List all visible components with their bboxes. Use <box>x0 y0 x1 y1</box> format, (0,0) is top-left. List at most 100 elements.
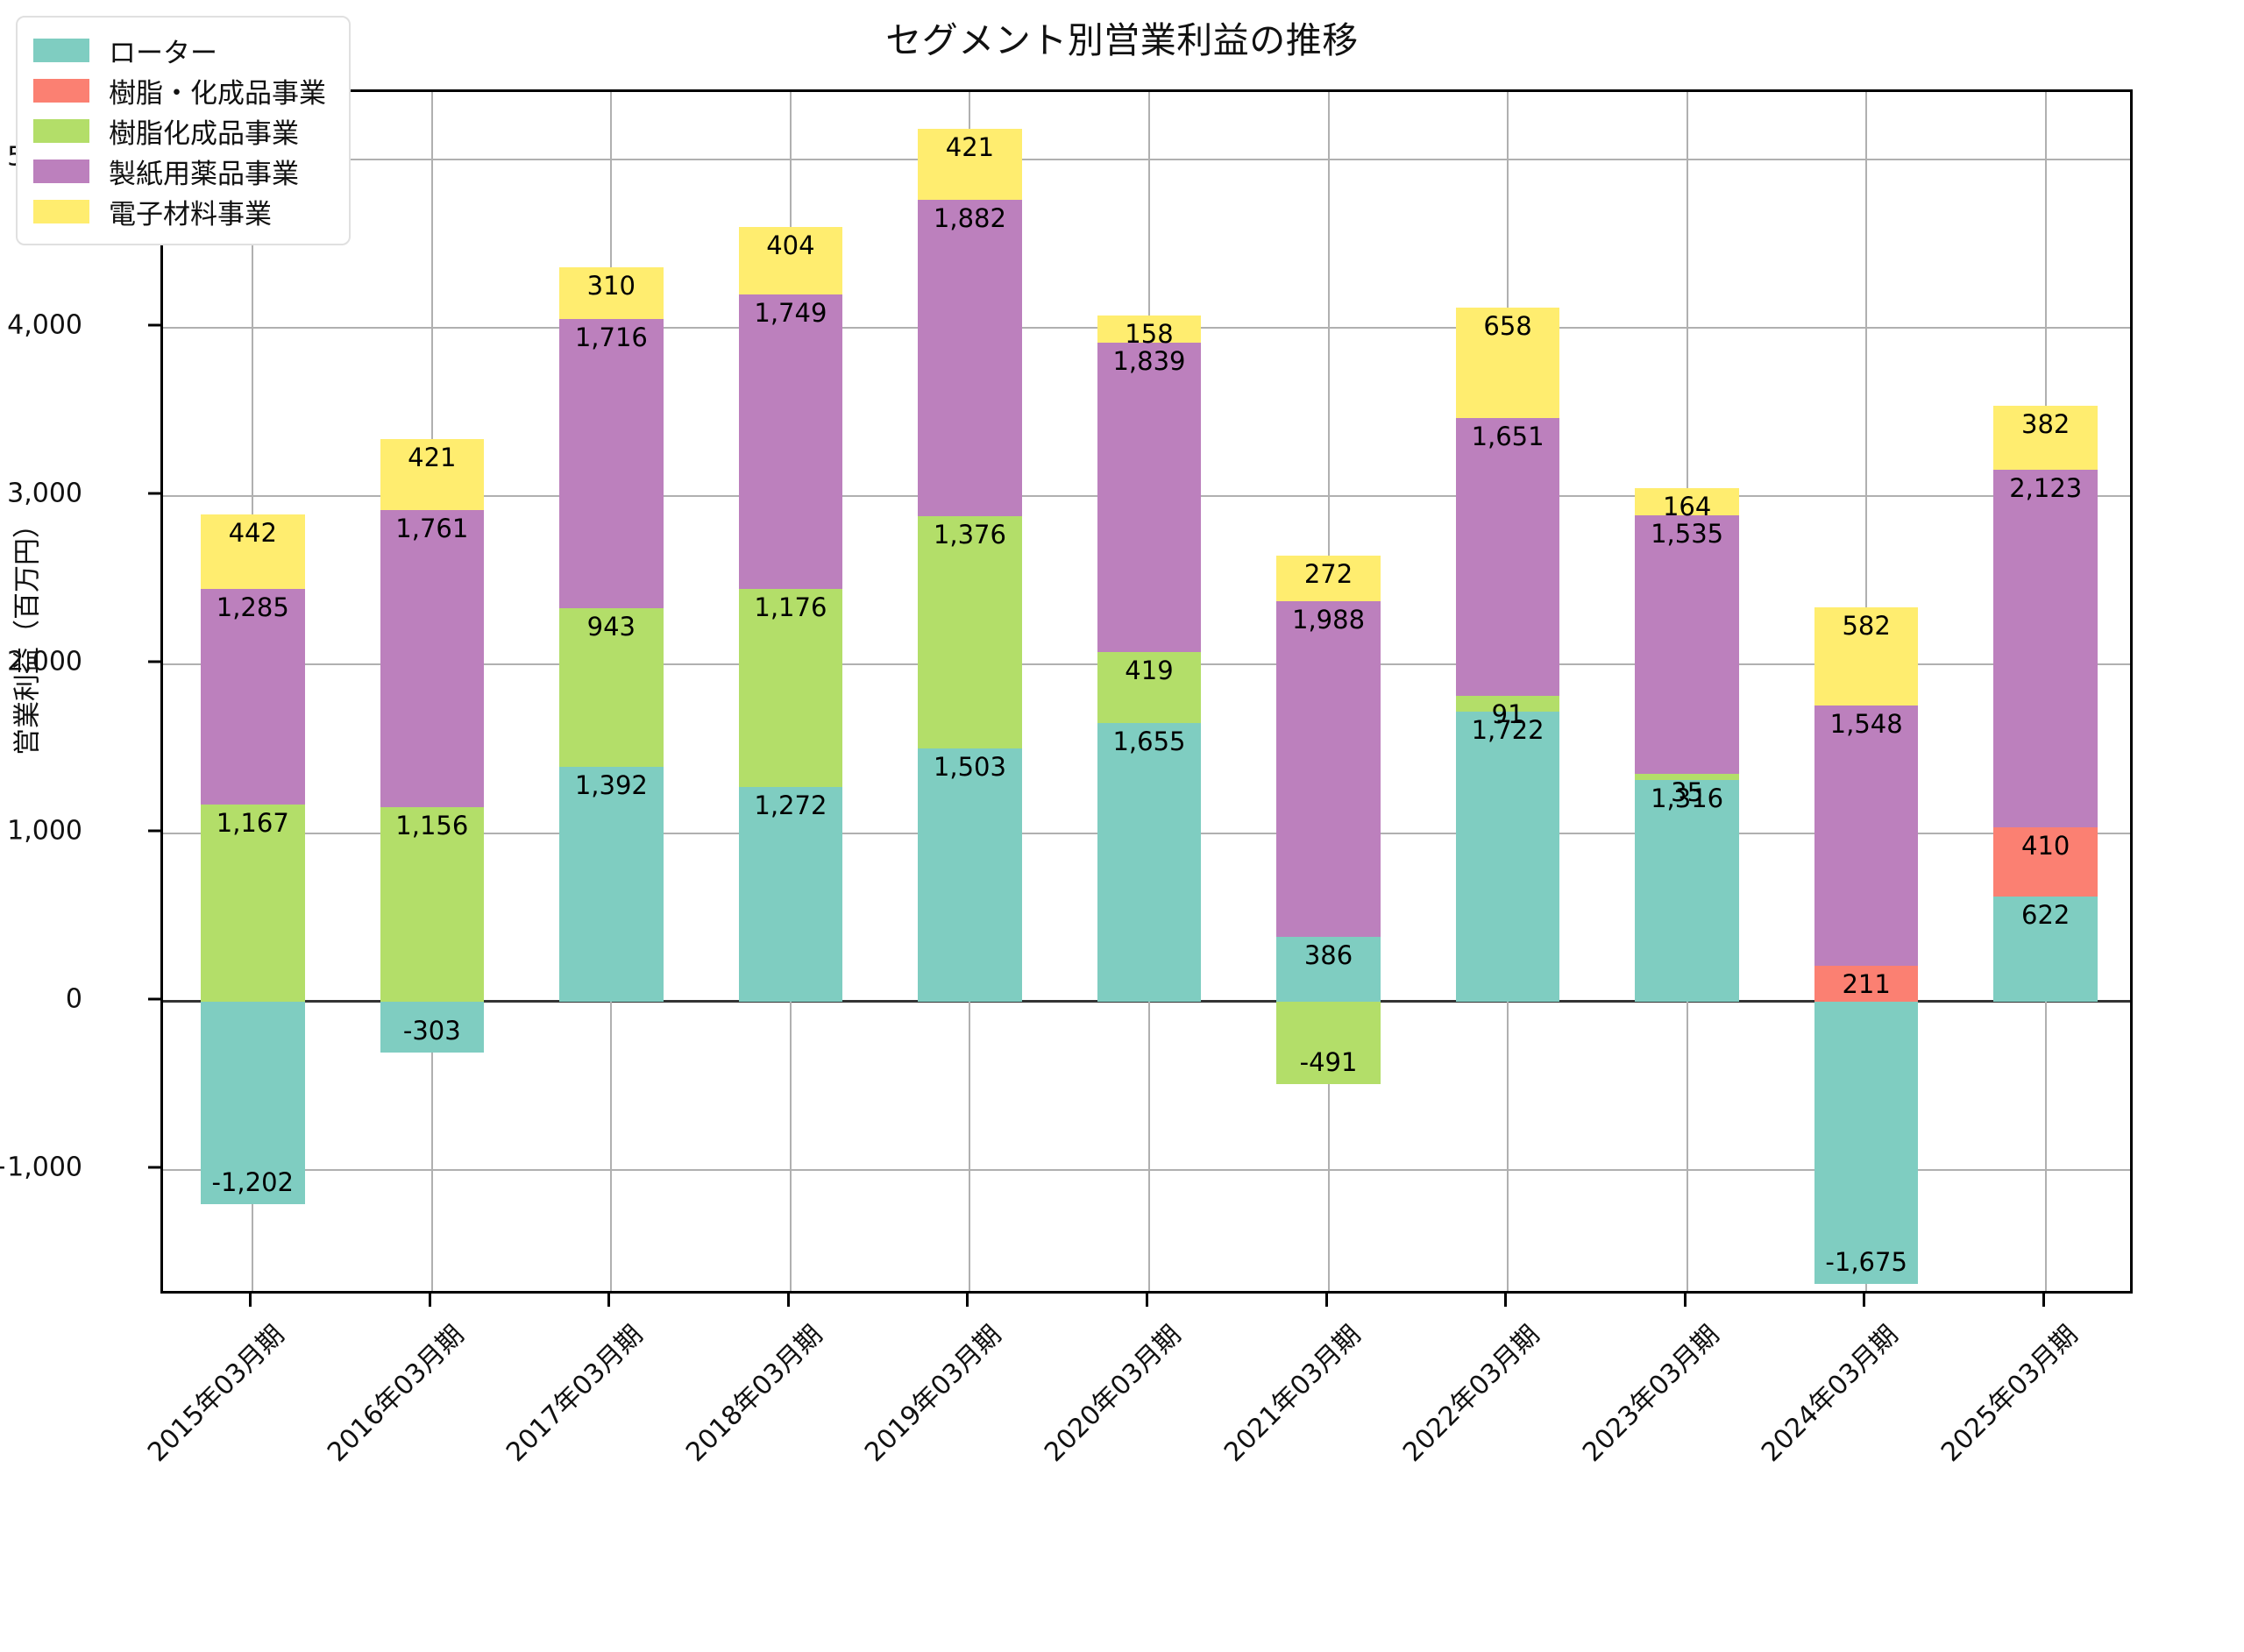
x-axis-tick-mark <box>786 1294 790 1307</box>
bar-segment[interactable] <box>200 514 305 589</box>
bar-segment[interactable] <box>559 319 664 608</box>
legend-item-label: 製紙用薬品事業 <box>109 158 299 190</box>
y-axis-tick-mark <box>148 492 160 495</box>
x-axis-tick-mark <box>1863 1294 1866 1307</box>
legend-swatch-icon <box>33 159 89 183</box>
x-axis-tick-label: 2020年03月期 <box>1039 1319 1188 1469</box>
x-axis-tick-mark <box>2042 1294 2045 1307</box>
legend-item-label: 樹脂・化成品事業 <box>109 77 326 110</box>
bar-segment[interactable] <box>1814 1001 1919 1284</box>
bar-segment[interactable] <box>559 266 664 320</box>
bar-segment[interactable] <box>1993 827 2098 897</box>
plot-inner: -1,202 1,167 1,285 442 -303 1,156 1,761 421 1,39… <box>163 92 2130 1291</box>
bar-segment[interactable] <box>380 1001 485 1053</box>
gridline-horizontal <box>163 158 2130 160</box>
bar-segment[interactable] <box>1993 406 2098 471</box>
bar-segment[interactable] <box>380 806 485 1002</box>
legend-item[interactable]: 樹脂化成品事業 <box>33 110 326 151</box>
page-title: セグメント別営業利益の推移 <box>885 19 1359 61</box>
bar-segment[interactable] <box>1635 515 1739 775</box>
bar-segment[interactable] <box>918 128 1022 200</box>
bar-segment[interactable] <box>738 787 843 1002</box>
y-axis-tick-mark <box>148 1166 160 1169</box>
bar-segment[interactable] <box>380 439 485 511</box>
legend-swatch-icon <box>33 78 89 103</box>
bar-segment[interactable] <box>1276 556 1381 602</box>
bar-segment[interactable] <box>918 516 1022 748</box>
bar-segment[interactable] <box>559 607 664 768</box>
bar-segment[interactable] <box>200 588 305 805</box>
y-axis-tick-mark <box>148 660 160 663</box>
x-axis-tick-label: 2015年03月期 <box>142 1319 291 1469</box>
y-axis-tick-label: 2,000 <box>7 646 82 677</box>
legend-item[interactable]: 樹脂・化成品事業 <box>33 70 326 110</box>
bar-segment[interactable] <box>1276 1001 1381 1085</box>
x-axis-tick-mark <box>966 1294 969 1307</box>
bar-segment[interactable] <box>1455 307 1560 419</box>
legend-item[interactable]: ローター <box>33 30 326 70</box>
y-axis-tick-mark <box>148 323 160 327</box>
bar-segment[interactable] <box>1097 342 1202 653</box>
bar-segment[interactable] <box>1097 722 1202 1002</box>
y-axis-title: 営業利益（百万円） <box>11 511 44 755</box>
x-axis-tick-label: 2019年03月期 <box>859 1319 1008 1469</box>
x-axis-tick-label: 2025年03月期 <box>1935 1319 2084 1469</box>
gridline-horizontal <box>163 1168 2130 1171</box>
bar-segment[interactable] <box>1635 487 1739 516</box>
legend-item[interactable]: 電子材料事業 <box>33 191 326 231</box>
x-axis-tick-label: 2017年03月期 <box>501 1319 650 1469</box>
legend-swatch-icon <box>33 118 89 143</box>
bar-segment[interactable] <box>1993 897 2098 1002</box>
bar-segment[interactable] <box>1635 779 1739 1002</box>
x-axis-tick-mark <box>1683 1294 1687 1307</box>
bar-segment[interactable] <box>200 1001 305 1204</box>
bar-segment[interactable] <box>918 199 1022 517</box>
bar-segment[interactable] <box>1635 774 1739 780</box>
x-axis-tick-label: 2016年03月期 <box>321 1319 471 1469</box>
bar-segment[interactable] <box>1276 936 1381 1002</box>
bar-segment[interactable] <box>1814 705 1919 967</box>
x-axis-tick-label: 2024年03月期 <box>1756 1319 1905 1469</box>
x-axis-tick-mark <box>1504 1294 1508 1307</box>
x-axis-tick-label: 2018年03月期 <box>679 1319 829 1469</box>
legend-item[interactable]: 製紙用薬品事業 <box>33 151 326 191</box>
legend-swatch-icon <box>33 38 89 62</box>
bar-segment[interactable] <box>1455 696 1560 712</box>
bar-segment[interactable] <box>1276 601 1381 937</box>
bar-segment[interactable] <box>559 767 664 1002</box>
x-axis-tick-label: 2023年03月期 <box>1576 1319 1726 1469</box>
bar-segment[interactable] <box>738 294 843 590</box>
legend-item-label: 電子材料事業 <box>109 198 272 230</box>
bar-segment[interactable] <box>1097 316 1202 343</box>
zero-line <box>163 1000 2130 1003</box>
legend-swatch-icon <box>33 199 89 223</box>
y-axis-tick-label: −1,000 <box>0 1152 82 1183</box>
bar-segment[interactable] <box>1814 966 1919 1002</box>
x-axis-tick-mark <box>1324 1294 1328 1307</box>
x-axis-tick-mark <box>1146 1294 1148 1307</box>
bar-segment[interactable] <box>200 805 305 1002</box>
y-axis-tick-label: 1,000 <box>7 815 82 847</box>
bar-segment[interactable] <box>1097 652 1202 723</box>
x-axis-tick-label: 2022年03月期 <box>1397 1319 1546 1469</box>
y-axis-tick-label: 0 <box>65 983 82 1015</box>
legend-item-label: 樹脂化成品事業 <box>109 117 299 150</box>
bar-segment[interactable] <box>1993 470 2098 828</box>
chart-page: セグメント別営業利益の推移 -1,202 1,167 1,285 442 -303 1,1… <box>0 16 2133 1468</box>
bar-segment[interactable] <box>380 510 485 807</box>
x-axis-tick-label: 2021年03月期 <box>1218 1319 1367 1469</box>
bar-segment[interactable] <box>738 589 843 788</box>
y-axis-tick-label: 3,000 <box>7 478 82 509</box>
bar-segment[interactable] <box>1455 711 1560 1002</box>
plot-area: -1,202 1,167 1,285 442 -303 1,156 1,761 421 1,39… <box>160 89 2133 1294</box>
x-axis-tick-mark <box>607 1294 611 1307</box>
bar-segment[interactable] <box>1814 606 1919 705</box>
y-axis-tick-label: 4,000 <box>7 309 82 341</box>
bar-segment[interactable] <box>738 226 843 295</box>
x-axis-tick-mark <box>249 1294 252 1307</box>
legend: ローター樹脂・化成品事業 樹脂化成品事業 製紙用薬品事業 電子材料事業 <box>16 16 351 245</box>
legend-item-label: ローター <box>109 37 217 69</box>
bar-segment[interactable] <box>918 748 1022 1002</box>
y-axis-tick-mark <box>148 997 160 1001</box>
bar-segment[interactable] <box>1455 418 1560 697</box>
